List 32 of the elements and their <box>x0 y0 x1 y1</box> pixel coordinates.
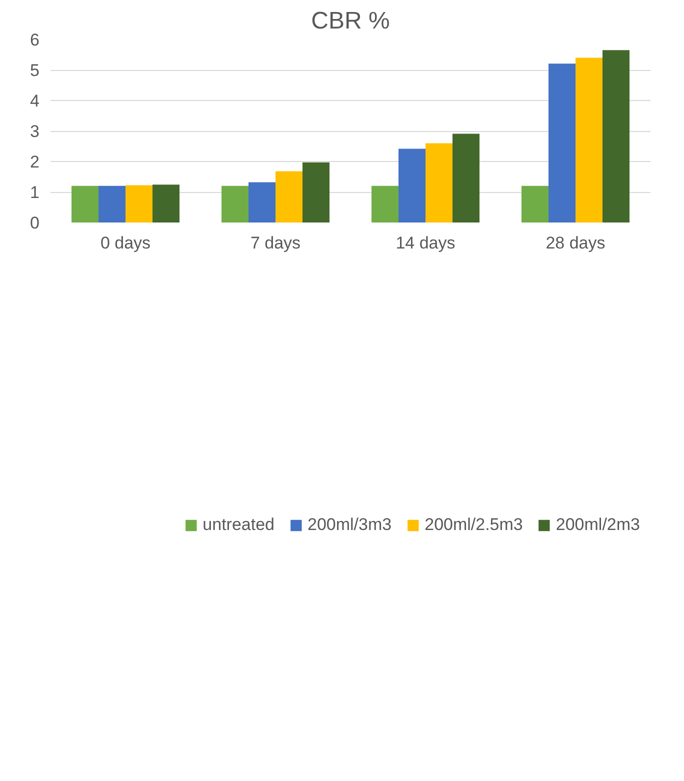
chart-title: CBR % <box>311 8 390 34</box>
bar <box>602 50 630 222</box>
legend-label: 200ml/3m3 <box>308 515 392 535</box>
bar <box>248 182 276 222</box>
bar <box>398 148 426 222</box>
x-tick-label: 0 days <box>100 234 151 252</box>
y-tick-label: 5 <box>30 61 40 80</box>
y-tick-label: 4 <box>30 92 40 110</box>
bar <box>98 186 126 222</box>
bar <box>152 184 180 222</box>
legend-label: 200ml/2m3 <box>556 515 640 535</box>
bar <box>452 134 480 222</box>
bar <box>548 64 576 222</box>
bar <box>126 185 152 222</box>
bar <box>372 186 398 222</box>
y-tick-label: 0 <box>30 214 40 232</box>
bar <box>576 58 602 222</box>
bar <box>222 186 248 222</box>
bar <box>426 143 452 222</box>
y-tick-label: 2 <box>30 152 40 172</box>
y-tick-label: 3 <box>30 122 40 141</box>
bar <box>72 186 98 222</box>
bar <box>522 186 548 222</box>
y-tick-label: 6 <box>30 30 40 50</box>
y-tick-label: 1 <box>30 183 40 202</box>
bar <box>302 162 330 222</box>
x-tick-label: 28 days <box>546 234 606 252</box>
legend-label: untreated <box>202 515 274 535</box>
x-tick-label: 7 days <box>250 234 301 252</box>
bar <box>276 171 302 222</box>
legend-label: 200ml/2.5m3 <box>424 515 523 535</box>
x-tick-label: 14 days <box>396 234 456 252</box>
